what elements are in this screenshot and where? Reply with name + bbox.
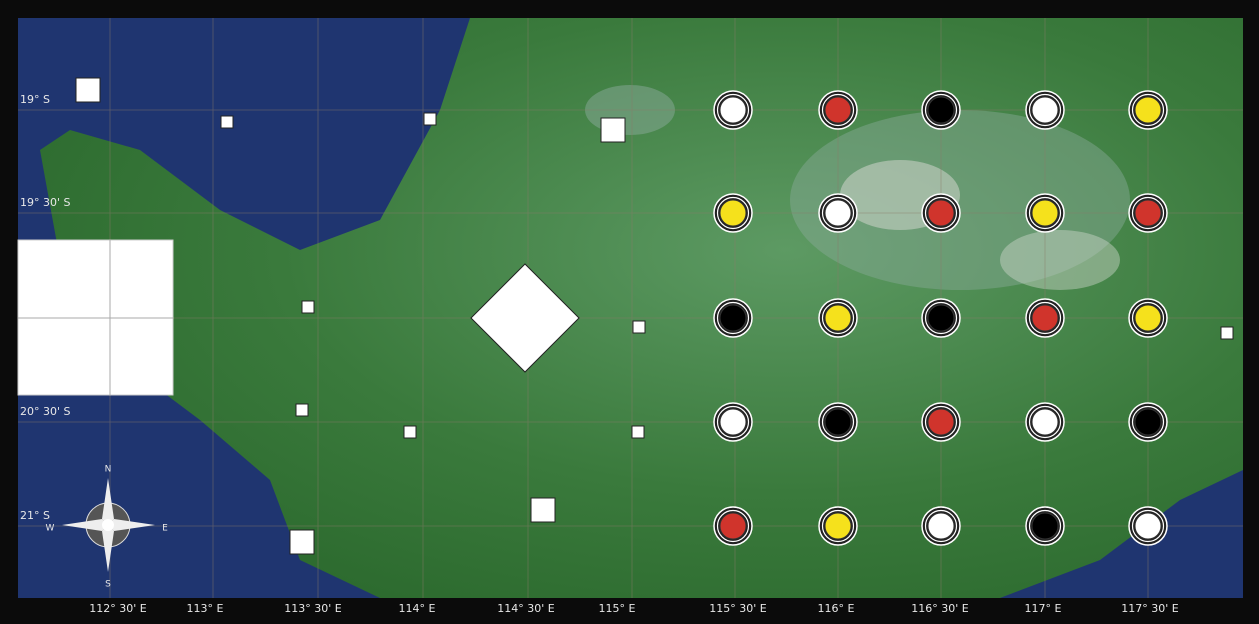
circle-piece[interactable] <box>1031 199 1059 227</box>
longitude-label: 115° 30' E <box>709 602 767 615</box>
piece-ring <box>716 301 750 335</box>
circle-piece[interactable] <box>1134 408 1162 436</box>
landmass <box>40 18 1243 598</box>
longitude-label: 115° E <box>599 602 636 615</box>
circle-piece[interactable] <box>927 512 955 540</box>
circle-piece[interactable] <box>824 199 852 227</box>
latitude-label: 19° S <box>20 93 50 106</box>
circle-pieces <box>713 90 1168 546</box>
circle-piece[interactable] <box>719 304 747 332</box>
square-marker[interactable] <box>289 529 315 555</box>
longitude-label: 114° E <box>399 602 436 615</box>
piece-ring <box>1131 405 1165 439</box>
square-marker[interactable] <box>1220 326 1234 340</box>
piece-ring <box>821 405 855 439</box>
piece-ring <box>821 301 855 335</box>
info-panel <box>17 239 174 396</box>
piece-ring <box>716 196 750 230</box>
square-marker[interactable] <box>631 425 645 439</box>
latitude-label: 19° 30' S <box>20 196 71 209</box>
circle-piece[interactable] <box>824 512 852 540</box>
piece-ring <box>821 196 855 230</box>
longitude-label: 117° E <box>1025 602 1062 615</box>
piece-ring <box>1131 93 1165 127</box>
circle-piece[interactable] <box>824 96 852 124</box>
squares <box>75 77 1234 555</box>
piece-ring <box>1028 196 1062 230</box>
square-marker[interactable] <box>632 320 646 334</box>
piece-ring <box>1131 196 1165 230</box>
compass-west: W <box>46 524 55 534</box>
square-marker[interactable] <box>295 403 309 417</box>
longitude-label: 114° 30' E <box>497 602 555 615</box>
square-marker[interactable] <box>75 77 101 103</box>
circle-piece[interactable] <box>719 96 747 124</box>
circle-piece[interactable] <box>1134 96 1162 124</box>
circle-piece[interactable] <box>1031 96 1059 124</box>
latitude-label: 20° 30' S <box>20 405 71 418</box>
compass-north: N <box>105 465 112 475</box>
circle-piece[interactable] <box>824 304 852 332</box>
piece-ring <box>1131 301 1165 335</box>
highland <box>1000 230 1120 290</box>
piece-ring <box>924 509 958 543</box>
piece-ring <box>821 93 855 127</box>
circle-piece[interactable] <box>927 304 955 332</box>
piece-ring <box>1131 509 1165 543</box>
circle-piece[interactable] <box>1134 304 1162 332</box>
circle-piece[interactable] <box>1031 512 1059 540</box>
circle-piece[interactable] <box>719 199 747 227</box>
piece-ring <box>1028 301 1062 335</box>
piece-ring <box>1028 509 1062 543</box>
square-marker[interactable] <box>220 115 234 129</box>
piece-ring <box>924 93 958 127</box>
longitude-label: 117° 30' E <box>1121 602 1179 615</box>
square-marker[interactable] <box>530 497 556 523</box>
piece-ring <box>821 509 855 543</box>
longitude-label: 116° 30' E <box>911 602 969 615</box>
piece-ring <box>924 301 958 335</box>
longitude-label: 113° 30' E <box>284 602 342 615</box>
square-marker[interactable] <box>301 300 315 314</box>
compass-rose: N S W E <box>46 465 169 590</box>
longitude-label: 113° E <box>187 602 224 615</box>
piece-ring <box>1028 93 1062 127</box>
circle-piece[interactable] <box>719 408 747 436</box>
longitude-label: 116° E <box>818 602 855 615</box>
circle-piece[interactable] <box>927 199 955 227</box>
diamond-marker[interactable] <box>470 263 580 373</box>
piece-ring <box>1028 405 1062 439</box>
circle-piece[interactable] <box>927 96 955 124</box>
circle-piece[interactable] <box>1031 408 1059 436</box>
circle-piece[interactable] <box>719 512 747 540</box>
compass-south: S <box>105 580 111 590</box>
piece-ring <box>716 93 750 127</box>
compass-east: E <box>162 524 168 534</box>
square-marker[interactable] <box>423 112 437 126</box>
circle-piece[interactable] <box>927 408 955 436</box>
circle-piece[interactable] <box>1031 304 1059 332</box>
piece-ring <box>924 405 958 439</box>
square-marker[interactable] <box>403 425 417 439</box>
longitude-label: 112° 30' E <box>89 602 147 615</box>
latitude-label: 21° S <box>20 509 50 522</box>
piece-ring <box>924 196 958 230</box>
circle-piece[interactable] <box>824 408 852 436</box>
piece-ring <box>716 405 750 439</box>
piece-ring <box>716 509 750 543</box>
square-marker[interactable] <box>600 117 626 143</box>
circle-piece[interactable] <box>1134 199 1162 227</box>
circle-piece[interactable] <box>1134 512 1162 540</box>
